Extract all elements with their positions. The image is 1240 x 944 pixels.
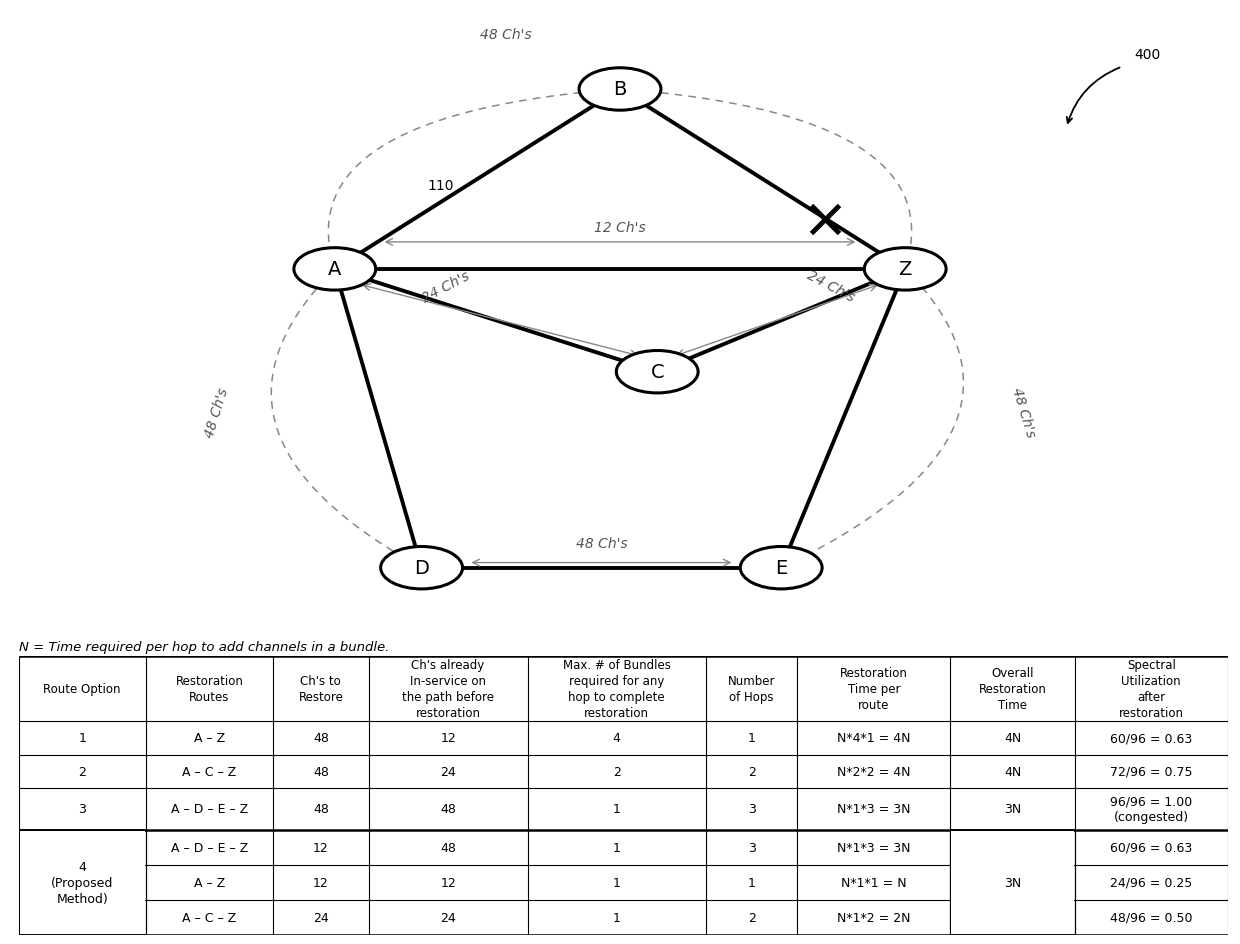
Text: 4: 4 [613, 732, 621, 745]
Circle shape [616, 351, 698, 394]
Text: 4
(Proposed
Method): 4 (Proposed Method) [51, 860, 113, 904]
Text: 48: 48 [312, 732, 329, 745]
Text: 24 Ch's: 24 Ch's [420, 268, 472, 305]
Text: 3N: 3N [1004, 876, 1022, 889]
Text: Z: Z [899, 261, 911, 279]
Circle shape [740, 547, 822, 589]
Text: A – D – E – Z: A – D – E – Z [171, 802, 248, 816]
Text: A – Z: A – Z [193, 876, 226, 889]
Text: D: D [414, 559, 429, 578]
Text: 2: 2 [613, 765, 621, 778]
Text: Ch's already
In-service on
the path before
restoration: Ch's already In-service on the path befo… [402, 658, 494, 719]
Text: 24 Ch's: 24 Ch's [805, 268, 857, 305]
Text: E: E [775, 559, 787, 578]
Text: B: B [614, 80, 626, 99]
Text: 4N: 4N [1004, 732, 1022, 745]
Bar [20, 831, 145, 934]
Circle shape [294, 248, 376, 291]
Text: 2: 2 [748, 911, 755, 923]
Text: N*2*2 = 4N: N*2*2 = 4N [837, 765, 910, 778]
Text: 1: 1 [613, 876, 621, 889]
Text: 1: 1 [613, 841, 621, 854]
Text: 3: 3 [78, 802, 86, 816]
Text: A – C – Z: A – C – Z [182, 765, 237, 778]
Text: Ch's to
Restore: Ch's to Restore [299, 674, 343, 703]
Text: 2: 2 [748, 765, 755, 778]
Text: 96/96 = 1.00
(congested): 96/96 = 1.00 (congested) [1110, 795, 1193, 823]
Text: 24: 24 [440, 911, 456, 923]
Text: N*4*1 = 4N: N*4*1 = 4N [837, 732, 910, 745]
Text: 12: 12 [440, 732, 456, 745]
Text: 12: 12 [440, 876, 456, 889]
Text: 60/96 = 0.63: 60/96 = 0.63 [1110, 732, 1193, 745]
Text: A: A [329, 261, 341, 279]
Text: Restoration
Routes: Restoration Routes [176, 674, 243, 703]
Circle shape [579, 69, 661, 111]
Text: N*1*3 = 3N: N*1*3 = 3N [837, 841, 910, 854]
Text: 1: 1 [613, 911, 621, 923]
Text: A – C – Z: A – C – Z [182, 911, 237, 923]
Text: 24/96 = 0.25: 24/96 = 0.25 [1110, 876, 1193, 889]
Text: N = Time required per hop to add channels in a bundle.: N = Time required per hop to add channel… [19, 640, 389, 653]
Text: 48: 48 [312, 765, 329, 778]
Text: 48 Ch's: 48 Ch's [575, 536, 627, 550]
Text: 3: 3 [748, 841, 755, 854]
Text: N*1*3 = 3N: N*1*3 = 3N [837, 802, 910, 816]
Text: 3: 3 [748, 802, 755, 816]
Text: Spectral
Utilization
after
restoration: Spectral Utilization after restoration [1118, 658, 1184, 719]
Bar [951, 831, 1074, 934]
Text: 4
(Proposed
Method): 4 (Proposed Method) [51, 860, 113, 904]
Text: 12: 12 [312, 841, 329, 854]
Text: 24: 24 [440, 765, 456, 778]
Text: 3N: 3N [1004, 802, 1022, 816]
Text: 1: 1 [748, 876, 755, 889]
Text: Overall
Restoration
Time: Overall Restoration Time [978, 666, 1047, 711]
Text: Restoration
Time per
route: Restoration Time per route [839, 666, 908, 711]
Text: 1: 1 [78, 732, 86, 745]
Circle shape [864, 248, 946, 291]
Text: 48 Ch's: 48 Ch's [480, 27, 532, 42]
Text: C: C [651, 362, 663, 381]
Text: 48/96 = 0.50: 48/96 = 0.50 [1110, 911, 1193, 923]
Text: 48: 48 [440, 802, 456, 816]
Text: 2: 2 [78, 765, 86, 778]
Text: 24: 24 [312, 911, 329, 923]
Text: 12: 12 [312, 876, 329, 889]
Text: Route Option: Route Option [43, 683, 122, 695]
Text: N*1*1 = N: N*1*1 = N [841, 876, 906, 889]
Text: 72/96 = 0.75: 72/96 = 0.75 [1110, 765, 1193, 778]
Text: 48: 48 [312, 802, 329, 816]
Text: 1: 1 [748, 732, 755, 745]
Text: 400: 400 [1135, 48, 1161, 62]
Text: Number
of Hops: Number of Hops [728, 674, 775, 703]
Text: 48 Ch's: 48 Ch's [1009, 386, 1037, 439]
Text: 12 Ch's: 12 Ch's [594, 221, 646, 235]
Text: 1: 1 [613, 802, 621, 816]
Text: A – D – E – Z: A – D – E – Z [171, 841, 248, 854]
Text: Max. # of Bundles
required for any
hop to complete
restoration: Max. # of Bundles required for any hop t… [563, 658, 671, 719]
Text: N*1*2 = 2N: N*1*2 = 2N [837, 911, 910, 923]
Text: 4N: 4N [1004, 765, 1022, 778]
Text: 48 Ch's: 48 Ch's [203, 386, 231, 439]
Text: 60/96 = 0.63: 60/96 = 0.63 [1110, 841, 1193, 854]
Text: 3N: 3N [1004, 876, 1022, 889]
Text: A – Z: A – Z [193, 732, 226, 745]
Text: 48: 48 [440, 841, 456, 854]
Circle shape [381, 547, 463, 589]
Text: 110: 110 [428, 178, 454, 193]
